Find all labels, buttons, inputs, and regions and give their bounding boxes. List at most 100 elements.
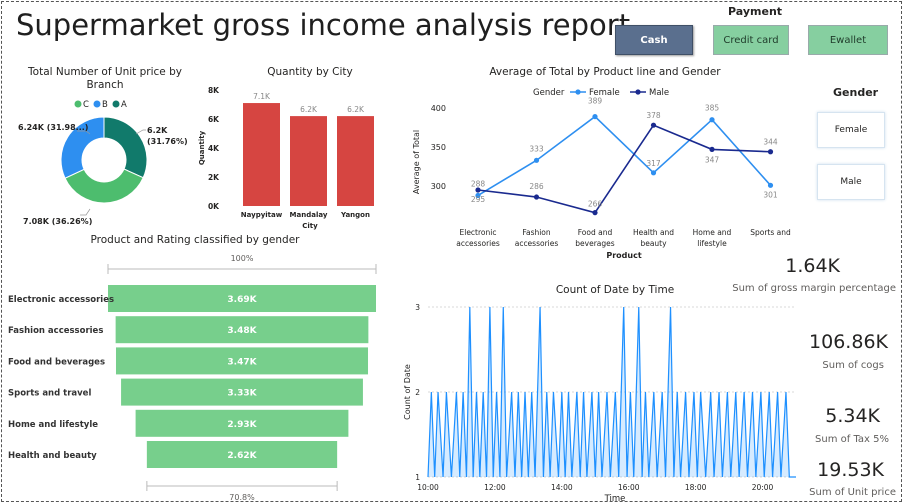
city-bar-value-label: 7.1K [253, 92, 271, 101]
funnel-top-label: 100% [231, 254, 254, 263]
time-xtick-label: 14:00 [551, 483, 573, 492]
line-xtick-label-line1: Home and [693, 228, 732, 237]
funnel-bar-value-label: 2.62K [227, 451, 257, 461]
kpi-cogs-value: 106.86K [809, 331, 888, 353]
donut-leader-b [77, 130, 91, 135]
funnel-bar [115, 347, 369, 375]
donut-legend-dot-b [93, 100, 101, 108]
funnel-bottom-label: 70.8% [229, 493, 255, 502]
line-xtick-label-line1: Sports and [750, 228, 791, 237]
time-xtick-label: 12:00 [484, 483, 506, 492]
line-data-label-male: 347 [705, 155, 720, 164]
line-xtick-label-line2: accessories [456, 239, 500, 248]
payment-cash-button[interactable]: Cash [615, 25, 693, 55]
line-data-label-male: 344 [763, 138, 778, 147]
city-bar-yangon [337, 116, 374, 206]
line-data-label-male: 266 [588, 200, 603, 209]
city-chart-title: Quantity by City [267, 66, 353, 78]
city-xtick-label: Naypyitaw [241, 211, 283, 219]
funnel-bar [135, 409, 349, 437]
time-ytick-label: 1 [415, 473, 420, 482]
line-point-male [475, 187, 481, 193]
line-series-female [477, 115, 772, 197]
time-xtick-label: 16:00 [618, 483, 640, 492]
funnel-bar [146, 441, 338, 468]
city-bar-value-label: 6.2K [347, 105, 365, 114]
line-legend-marker-female [575, 89, 581, 95]
count-by-time-chart: 1 2 3 Count of Date 10:00 12:00 14:00 16:00 18:0… [403, 303, 796, 503]
funnel-category-label: Food and beverages [8, 357, 105, 367]
gender-male-button[interactable]: Male [817, 164, 885, 200]
donut-label-b: 6.24K (31.98...) [18, 123, 88, 132]
city-xtick-label: Yangon [340, 211, 370, 219]
product-gender-line-chart: Gender Female Male 300 350 400 Average of Tota… [412, 88, 791, 260]
line-xtick-label-line2: beauty [640, 239, 667, 248]
donut-slices [60, 116, 148, 204]
line-y-axis-title: Average of Total [412, 130, 421, 194]
city-bar-mandalay [290, 116, 327, 206]
kpi-tax-label: Sum of Tax 5% [815, 434, 889, 445]
time-y-axis-title: Count of Date [403, 364, 412, 420]
funnel-bar-value-label: 3.48K [227, 326, 257, 336]
donut-slice-a [103, 116, 148, 179]
line-legend-marker-male [635, 89, 641, 95]
line-x-axis-title: Product [606, 251, 641, 260]
line-data-label-female: 385 [705, 104, 720, 113]
payment-credit-card-button[interactable]: Credit card [713, 25, 789, 55]
funnel-bar-value-label: 2.93K [227, 420, 257, 430]
line-point-female [592, 113, 598, 120]
donut-chart-title: Total Number of Unit price by Branch [28, 66, 182, 91]
city-ytick-label: 6K [208, 115, 220, 124]
line-point-male [533, 194, 540, 200]
city-bar-naypyitaw [243, 103, 280, 206]
line-data-label-female: 317 [646, 159, 661, 168]
funnel-bar-value-label: 3.47K [227, 357, 257, 367]
line-xtick-label-line1: Food and [578, 228, 613, 237]
payment-slicer-title: Payment [728, 5, 783, 18]
city-y-axis-title: Quantity [198, 130, 206, 165]
gender-female-button[interactable]: Female [817, 112, 885, 148]
time-xtick-label: 20:00 [752, 483, 774, 492]
line-point-male [650, 122, 657, 128]
line-xtick-label-line2: beverages [575, 239, 614, 248]
donut-label-a-percent: (31.76%) [147, 137, 188, 146]
funnel-bar [108, 285, 376, 312]
line-data-label-male: 286 [529, 182, 544, 191]
city-ytick-label: 0K [208, 202, 220, 211]
kpi-unit-price-value: 19.53K [817, 459, 884, 481]
line-data-label-female: 301 [763, 190, 778, 199]
city-bar-chart: 0K 2K 4K 6K 8K Quantity 7.1K Naypyitaw 6.2K Manda… [198, 86, 374, 230]
line-xtick-label-line2: accessories [515, 239, 559, 248]
line-point-female [767, 182, 774, 188]
funnel-bar-value-label: 3.69K [227, 295, 257, 305]
kpi-gross-margin-value: 1.64K [785, 255, 840, 277]
time-xtick-label: 18:00 [685, 483, 707, 492]
city-ytick-label: 8K [208, 86, 220, 95]
line-data-label-female: 333 [529, 144, 544, 153]
line-xtick-label-line1: Electronic [460, 228, 497, 237]
line-point-female [533, 157, 540, 163]
funnel-category-label: Fashion accessories [8, 326, 103, 336]
time-ytick-label: 3 [415, 303, 420, 312]
payment-ewallet-button[interactable]: Ewallet [808, 25, 888, 55]
line-point-male [592, 210, 598, 216]
line-data-label-female: 389 [588, 97, 603, 106]
donut-leader-c [80, 208, 91, 216]
kpi-cogs-label: Sum of cogs [822, 360, 884, 371]
donut-chart: C B A 6.2K (31.76%) 6.24K (31.98...) 7.08K (3… [18, 100, 188, 226]
line-point-male [767, 149, 774, 155]
donut-legend-label-a: A [121, 100, 127, 110]
funnel-bar-value-label: 3.33K [227, 389, 257, 399]
funnel-category-label: Electronic accessories [8, 295, 114, 305]
kpi-unit-price-label: Sum of Unit price [809, 487, 896, 498]
line-series-male [477, 124, 771, 214]
donut-slice-b [60, 116, 105, 179]
donut-slice-c [64, 168, 144, 204]
line-point-female [475, 192, 481, 199]
donut-label-a: 6.2K (31.76%) [147, 126, 188, 146]
line-data-label-male: 295 [471, 195, 486, 204]
donut-leader-a [135, 129, 146, 135]
line-legend-label-female: Female [589, 88, 620, 98]
time-chart-title: Count of Date by Time [555, 284, 675, 296]
